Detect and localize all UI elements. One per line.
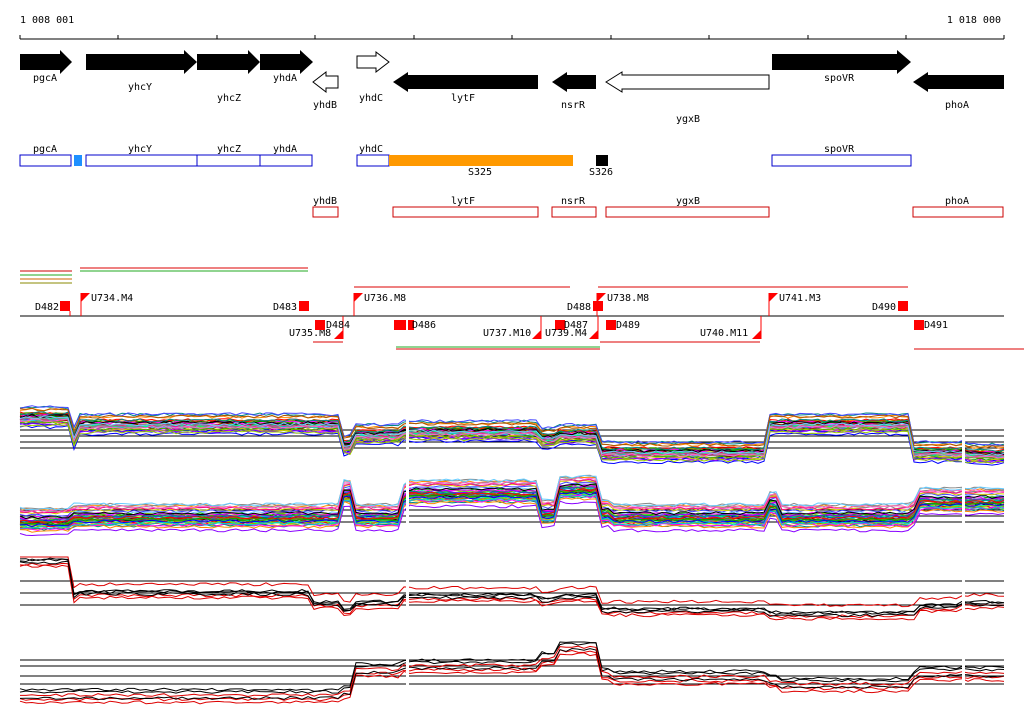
feature-D488[interactable]: D488 <box>567 301 603 313</box>
feature-D482[interactable]: D482 <box>35 301 71 316</box>
gene-phoA[interactable]: phoA <box>913 72 1004 111</box>
feature-label: D483 <box>273 302 297 313</box>
feature-label: D490 <box>872 302 896 313</box>
feature-label: U739.M4 <box>545 328 587 339</box>
feature-D490[interactable]: D490 <box>872 301 908 313</box>
gene-yhdB[interactable]: yhdB <box>312 70 339 111</box>
coordinate-axis: 1 008 001 1 018 000 <box>19 15 1005 40</box>
gene-yhcY[interactable]: yhcY <box>86 50 197 93</box>
annotation-pgcA[interactable]: pgcA <box>19 144 72 167</box>
annotation-yhcY[interactable]: yhcY <box>85 144 198 167</box>
annotation-yhdC[interactable]: yhdC <box>356 144 390 167</box>
feature-label: D488 <box>567 302 591 313</box>
segment-S325[interactable]: S325 <box>389 155 573 178</box>
feature-label: D487 <box>564 320 588 331</box>
feature-label: U738.M8 <box>607 293 649 304</box>
feature-U736-M8[interactable]: U736.M8 <box>353 293 406 316</box>
feature-U739-M4[interactable]: U739.M4 <box>545 316 599 339</box>
feature-label: U736.M8 <box>364 293 406 304</box>
annotation-label: yhdA <box>273 144 297 155</box>
gene-ygxB[interactable]: ygxB <box>605 71 770 125</box>
feature-D484[interactable]: D484 <box>315 320 350 331</box>
annotation-label: yhdC <box>359 144 383 155</box>
feature-U737-M10[interactable]: U737.M10 <box>483 316 542 339</box>
gene-yhdA[interactable]: yhdA <box>260 50 313 84</box>
gene-track: pgcA yhcY yhcZ yhdA yhdB yhdC lytF nsrR <box>20 50 1004 125</box>
gene-label: lytF <box>451 93 475 104</box>
annotation-label: ygxB <box>676 196 700 207</box>
gene-label: phoA <box>945 100 969 111</box>
reverse-annotation-track: yhdB lytF nsrR ygxB phoA <box>312 196 1004 218</box>
forward-annotation-track: pgcA yhcY yhcZ yhdA yhdC S325 S326 <box>19 144 912 178</box>
annotation-label: phoA <box>945 196 969 207</box>
segment-S326[interactable]: S326 <box>589 155 613 178</box>
expression-panels <box>19 400 1005 714</box>
gene-yhcZ[interactable]: yhcZ <box>197 50 260 104</box>
gene-label: yhdC <box>359 93 383 104</box>
feature-D486[interactable]: D486 <box>394 320 436 331</box>
annotation-label: nsrR <box>561 196 586 207</box>
feature-U740-M11[interactable]: U740.M11 <box>700 316 762 339</box>
expression-panel-2 <box>19 470 1005 550</box>
gene-spoVR[interactable]: spoVR <box>772 50 911 84</box>
annotation-ygxB[interactable]: ygxB <box>605 196 770 218</box>
gene-label: yhdB <box>313 100 337 111</box>
annotation-label: lytF <box>451 196 475 207</box>
feature-track: D482 U734.M4 D483 U736.M8 D488 U738.M8 <box>20 267 1024 350</box>
feature-U741-M3[interactable]: U741.M3 <box>768 293 821 316</box>
gene-label: yhcY <box>128 82 152 93</box>
segment-label: S325 <box>468 167 492 178</box>
expression-panel-4 <box>19 640 1005 714</box>
axis-end-label: 1 018 000 <box>947 15 1001 26</box>
feature-U738-M8[interactable]: U738.M8 <box>596 293 649 316</box>
expression-panel-3 <box>19 555 1005 625</box>
feature-label: D491 <box>924 320 948 331</box>
feature-label: U737.M10 <box>483 328 531 339</box>
feature-label: D484 <box>326 320 350 331</box>
axis-start-label: 1 008 001 <box>20 15 74 26</box>
annotation-spoVR[interactable]: spoVR <box>771 144 912 167</box>
feature-U734-M4[interactable]: U734.M4 <box>80 293 133 316</box>
annotation-yhcZ[interactable]: yhcZ <box>196 144 261 167</box>
annotation-yhdB[interactable]: yhdB <box>312 196 339 218</box>
feature-label: D486 <box>412 320 436 331</box>
feature-U735-M8[interactable]: U735.M8 <box>289 316 344 339</box>
feature-D489[interactable]: D489 <box>606 320 640 331</box>
gene-label: pgcA <box>33 73 57 84</box>
feature-label: D489 <box>616 320 640 331</box>
feature-label: U740.M11 <box>700 328 748 339</box>
gene-yhdC[interactable]: yhdC <box>356 50 390 104</box>
gene-label: nsrR <box>561 100 586 111</box>
gene-lytF[interactable]: lytF <box>393 72 538 104</box>
gene-pgcA[interactable]: pgcA <box>20 50 72 84</box>
annotation-label: yhcY <box>128 144 152 155</box>
annotation-label: yhcZ <box>217 144 241 155</box>
gene-label: spoVR <box>824 73 855 84</box>
feature-label: U741.M3 <box>779 293 821 304</box>
gene-nsrR[interactable]: nsrR <box>552 72 596 111</box>
gene-label: yhdA <box>273 73 297 84</box>
annotation-label: yhdB <box>313 196 337 207</box>
feature-D487[interactable]: D487 <box>555 320 588 331</box>
feature-D483[interactable]: D483 <box>273 301 309 313</box>
annotation-yhdA[interactable]: yhdA <box>259 144 313 167</box>
segment-label: S326 <box>589 167 613 178</box>
annotation-label: pgcA <box>33 144 57 155</box>
annotation-lytF[interactable]: lytF <box>392 196 539 218</box>
feature-label: D482 <box>35 302 59 313</box>
annotation-label: spoVR <box>824 144 855 155</box>
annotation-phoA[interactable]: phoA <box>912 196 1004 218</box>
annotation-nsrR[interactable]: nsrR <box>551 196 597 218</box>
gene-label: ygxB <box>676 114 700 125</box>
feature-D491[interactable]: D491 <box>914 320 948 331</box>
small-blue-block <box>74 155 82 166</box>
feature-label: U734.M4 <box>91 293 133 304</box>
expression-panel-1 <box>19 400 1005 470</box>
feature-label: U735.M8 <box>289 328 331 339</box>
gene-label: yhcZ <box>217 93 241 104</box>
